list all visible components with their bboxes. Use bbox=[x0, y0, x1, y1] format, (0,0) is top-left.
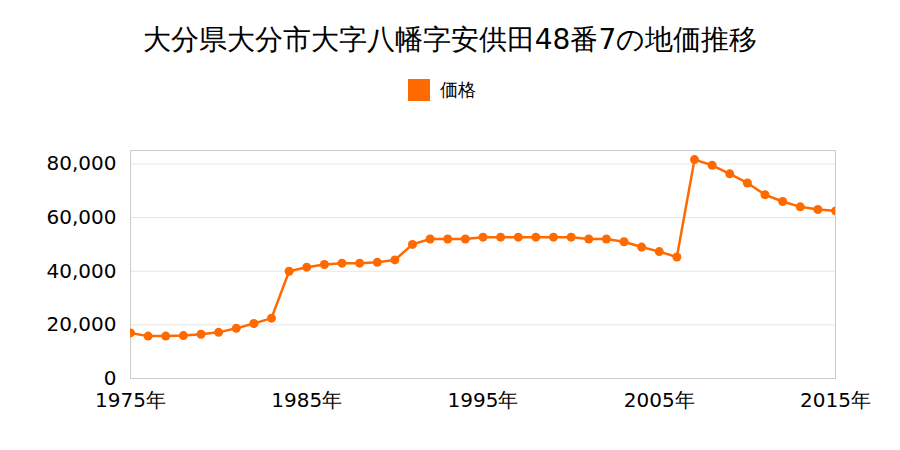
svg-text:20,000: 20,000 bbox=[47, 312, 117, 336]
svg-text:1995年: 1995年 bbox=[448, 388, 519, 412]
svg-text:2015年: 2015年 bbox=[800, 388, 871, 412]
html-text:大分県大分市大字八幡字安供田48番7の地価推移: 大分県大分市大字八幡字安供田48番7の地価推移 bbox=[142, 23, 758, 56]
svg-text:80,000: 80,000 bbox=[47, 151, 117, 175]
svg-text:0: 0 bbox=[104, 366, 117, 390]
html-text:価格: 価格 bbox=[440, 79, 476, 100]
svg-text:60,000: 60,000 bbox=[47, 205, 117, 229]
svg-text:1985年: 1985年 bbox=[271, 388, 342, 412]
svg-text:2005年: 2005年 bbox=[624, 388, 695, 412]
svg-text:1975年: 1975年 bbox=[95, 388, 166, 412]
svg-text:40,000: 40,000 bbox=[47, 259, 117, 283]
